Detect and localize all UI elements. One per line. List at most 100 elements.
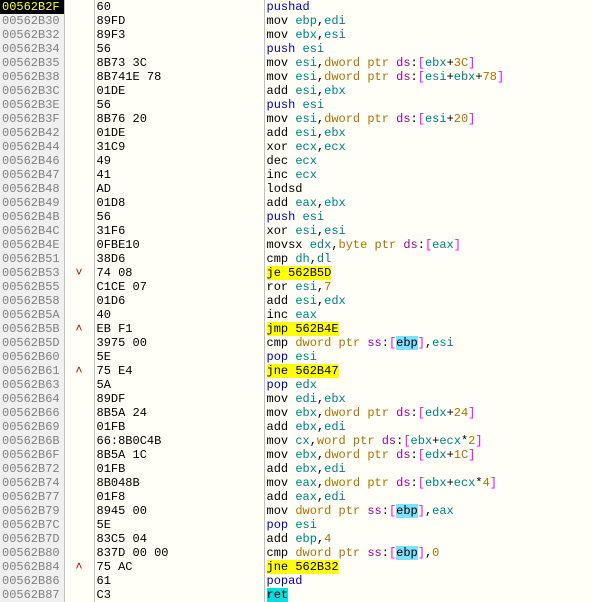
- bytes-cell: 83C5 04: [94, 532, 264, 546]
- disasm-row[interactable]: 00562B4201DEadd esi,ebx: [0, 126, 593, 140]
- disasm-row[interactable]: 00562B87C3ret: [0, 588, 593, 602]
- bytes-cell: 89F3: [94, 28, 264, 42]
- disasm-cell: add esi,ebx: [264, 84, 593, 98]
- disasm-cell: add ebx,edi: [264, 462, 593, 476]
- disasm-row[interactable]: 00562B8661popad: [0, 574, 593, 588]
- disasm-row[interactable]: 00562B4431C9xor ecx,ecx: [0, 140, 593, 154]
- disasm-row[interactable]: 00562B48ADlodsd: [0, 182, 593, 196]
- disasm-row[interactable]: 00562B6901FBadd ebx,edi: [0, 420, 593, 434]
- bytes-cell: 75 E4: [94, 364, 264, 378]
- disasm-row[interactable]: 00562B2F60pushad: [0, 0, 593, 14]
- disasm-row[interactable]: 00562B605Epop esi: [0, 350, 593, 364]
- jump-mark-cell: [64, 574, 94, 588]
- disasm-row[interactable]: 00562B6B66:8B0C4Bmov cx,word ptr ds:[ebx…: [0, 434, 593, 448]
- jump-mark-cell: [64, 182, 94, 196]
- disasm-row[interactable]: 00562B6489DFmov edi,ebx: [0, 392, 593, 406]
- disasm-row[interactable]: 00562B4B56push esi: [0, 210, 593, 224]
- disasm-row[interactable]: 00562B3F8B76 20mov esi,dword ptr ds:[esi…: [0, 112, 593, 126]
- address-cell: 00562B49: [0, 196, 64, 210]
- disasm-row[interactable]: 00562B3E56push esi: [0, 98, 593, 112]
- address-cell: 00562B74: [0, 476, 64, 490]
- jump-mark-cell: [64, 140, 94, 154]
- jump-mark-cell: [64, 0, 94, 14]
- jump-mark-cell: [64, 462, 94, 476]
- bytes-cell: 01D6: [94, 294, 264, 308]
- disassembly-table: 00562B2F60pushad00562B3089FDmov ebp,edi0…: [0, 0, 593, 602]
- address-cell: 00562B44: [0, 140, 64, 154]
- disasm-row[interactable]: 00562B5801D6add esi,edx: [0, 294, 593, 308]
- disasm-row[interactable]: 00562B748B048Bmov eax,dword ptr ds:[ebx+…: [0, 476, 593, 490]
- jump-mark-cell: [64, 84, 94, 98]
- disasm-row[interactable]: 00562B358B73 3Cmov esi,dword ptr ds:[ebx…: [0, 56, 593, 70]
- disasm-row[interactable]: 00562B3089FDmov ebp,edi: [0, 14, 593, 28]
- disasm-cell: movsx edx,byte ptr ds:[eax]: [264, 238, 593, 252]
- disasm-cell: jne 562B47: [264, 364, 593, 378]
- disasm-row[interactable]: 00562B635Apop edx: [0, 378, 593, 392]
- disasm-row[interactable]: 00562B4E0FBE10movsx edx,byte ptr ds:[eax…: [0, 238, 593, 252]
- disasm-cell: ret: [264, 588, 593, 602]
- disasm-row[interactable]: 00562B5B˄EB F1jmp 562B4E: [0, 322, 593, 336]
- address-cell: 00562B32: [0, 28, 64, 42]
- disasm-cell: popad: [264, 574, 593, 588]
- disasm-row[interactable]: 00562B4649dec ecx: [0, 154, 593, 168]
- bytes-cell: 89DF: [94, 392, 264, 406]
- address-cell: 00562B60: [0, 350, 64, 364]
- disasm-row[interactable]: 00562B61˄75 E4jne 562B47: [0, 364, 593, 378]
- jump-mark-cell: [64, 406, 94, 420]
- disasm-cell: mov ebx,dword ptr ds:[edx+24]: [264, 406, 593, 420]
- address-cell: 00562B84: [0, 560, 64, 574]
- bytes-cell: 5A: [94, 378, 264, 392]
- disasm-row[interactable]: 00562B388B741E 78mov esi,dword ptr ds:[e…: [0, 70, 593, 84]
- bytes-cell: 5E: [94, 518, 264, 532]
- address-cell: 00562B64: [0, 392, 64, 406]
- disasm-row[interactable]: 00562B4901D8add eax,ebx: [0, 196, 593, 210]
- address-cell: 00562B6B: [0, 434, 64, 448]
- disasm-row[interactable]: 00562B5D3975 00cmp dword ptr ss:[ebp],es…: [0, 336, 593, 350]
- disasm-row[interactable]: 00562B3C01DEadd esi,ebx: [0, 84, 593, 98]
- jump-mark-cell: [64, 168, 94, 182]
- disasm-row[interactable]: 00562B4741inc ecx: [0, 168, 593, 182]
- disasm-cell: mov ebx,dword ptr ds:[edx+1C]: [264, 448, 593, 462]
- disasm-cell: cmp dh,dl: [264, 252, 593, 266]
- disasm-row[interactable]: 00562B53˅74 08je 562B5D: [0, 266, 593, 280]
- bytes-cell: 8B73 3C: [94, 56, 264, 70]
- disasm-cell: add eax,edi: [264, 490, 593, 504]
- disasm-row[interactable]: 00562B3289F3mov ebx,esi: [0, 28, 593, 42]
- disasm-row[interactable]: 00562B7C5Epop esi: [0, 518, 593, 532]
- disasm-row[interactable]: 00562B55C1CE 07ror esi,7: [0, 280, 593, 294]
- disasm-cell: push esi: [264, 98, 593, 112]
- disasm-row[interactable]: 00562B5138D6cmp dh,dl: [0, 252, 593, 266]
- disasm-row[interactable]: 00562B5A40inc eax: [0, 308, 593, 322]
- bytes-cell: C1CE 07: [94, 280, 264, 294]
- address-cell: 00562B5D: [0, 336, 64, 350]
- disasm-row[interactable]: 00562B7201FBadd ebx,edi: [0, 462, 593, 476]
- jump-mark-cell: ˄: [64, 560, 94, 574]
- disasm-row[interactable]: 00562B80837D 00 00cmp dword ptr ss:[ebp]…: [0, 546, 593, 560]
- bytes-cell: 8945 00: [94, 504, 264, 518]
- jump-mark-cell: [64, 378, 94, 392]
- jump-mark-cell: [64, 532, 94, 546]
- jump-mark-cell: [64, 126, 94, 140]
- disasm-cell: push esi: [264, 210, 593, 224]
- disasm-row[interactable]: 00562B798945 00mov dword ptr ss:[ebp],ea…: [0, 504, 593, 518]
- disasm-row[interactable]: 00562B4C31F6xor esi,esi: [0, 224, 593, 238]
- address-cell: 00562B5A: [0, 308, 64, 322]
- disasm-row[interactable]: 00562B7701F8add eax,edi: [0, 490, 593, 504]
- jump-mark-cell: [64, 280, 94, 294]
- bytes-cell: C3: [94, 588, 264, 602]
- disasm-row[interactable]: 00562B7D83C5 04add ebp,4: [0, 532, 593, 546]
- disasm-row[interactable]: 00562B6F8B5A 1Cmov ebx,dword ptr ds:[edx…: [0, 448, 593, 462]
- bytes-cell: 74 08: [94, 266, 264, 280]
- bytes-cell: 01DE: [94, 126, 264, 140]
- disasm-cell: inc ecx: [264, 168, 593, 182]
- disasm-row[interactable]: 00562B668B5A 24mov ebx,dword ptr ds:[edx…: [0, 406, 593, 420]
- jump-mark-cell: [64, 294, 94, 308]
- disasm-cell: xor esi,esi: [264, 224, 593, 238]
- disasm-row[interactable]: 00562B3456push esi: [0, 42, 593, 56]
- disasm-cell: cmp dword ptr ss:[ebp],0: [264, 546, 593, 560]
- address-cell: 00562B38: [0, 70, 64, 84]
- jump-mark-cell: [64, 546, 94, 560]
- disasm-cell: je 562B5D: [264, 266, 593, 280]
- disasm-row[interactable]: 00562B84˄75 ACjne 562B32: [0, 560, 593, 574]
- disasm-cell: pop edx: [264, 378, 593, 392]
